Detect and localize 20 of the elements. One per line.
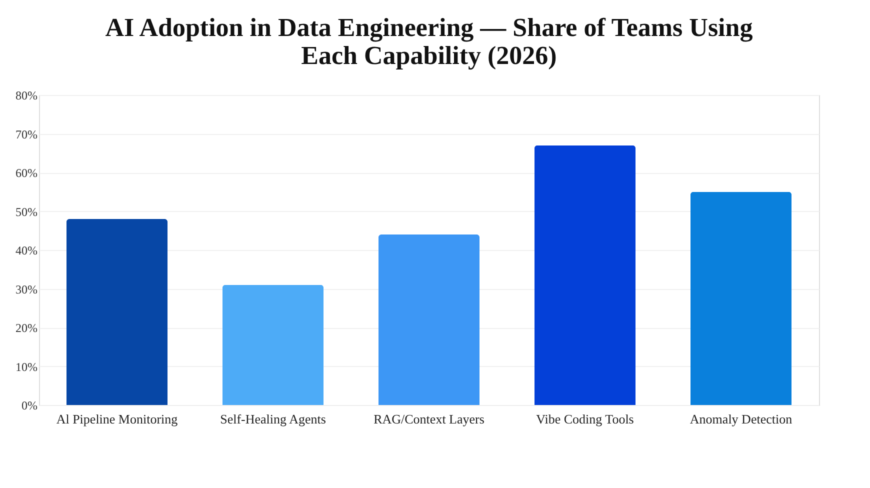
y-tick-label: 60% [16,166,38,180]
bar [66,219,168,405]
x-tick-label: Self-Healing Agents [220,412,326,426]
y-tick-label: 80% [16,88,38,102]
x-tick-label: Anomaly Detection [690,412,793,426]
x-tick-label: Vibe Coding Tools [536,412,634,426]
x-tick-label: RAG/Context Layers [374,412,484,426]
y-tick-label: 20% [16,321,38,335]
y-tick-label: 0% [22,398,38,412]
y-tick-label: 70% [16,127,38,142]
bar [222,284,324,405]
bar [534,145,636,405]
bar [378,234,480,405]
y-tick-label: 50% [16,204,38,219]
y-tick-label: 40% [16,244,38,258]
y-tick-label: 30% [16,282,38,296]
bar [690,192,792,405]
chart-title: AI Adoption in Data Engineering — Share of Teams Using Each Capability (2026) [105,13,753,70]
x-tick-label: Al Pipeline Monitoring [56,412,178,426]
y-tick-label: 10% [16,360,38,374]
